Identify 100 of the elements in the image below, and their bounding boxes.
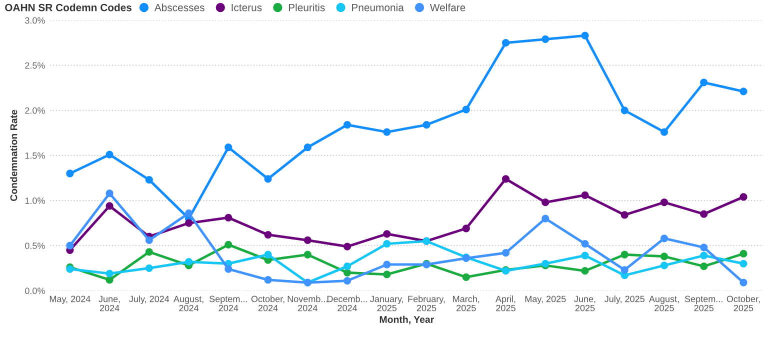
point: [106, 270, 114, 278]
x-tick-label: Decemb... 2024: [327, 296, 368, 312]
x-tick-label: April, 2025: [495, 296, 516, 312]
x-tick-label: Septem... 2024: [210, 296, 247, 312]
point: [660, 128, 668, 136]
point: [740, 278, 748, 286]
point: [106, 276, 114, 284]
point: [343, 242, 352, 250]
point: [740, 193, 748, 201]
point: [502, 38, 510, 47]
y-tick-label: 0.0%: [25, 288, 45, 294]
point: [700, 244, 708, 252]
point: [224, 214, 232, 222]
point: [740, 88, 748, 96]
point: [620, 211, 628, 219]
point: [383, 260, 391, 268]
x-tick-label: May, 2025: [525, 296, 566, 304]
point: [145, 176, 153, 184]
x-tick-label: June, 2024: [98, 296, 120, 312]
point: [581, 32, 589, 40]
point: [462, 224, 470, 232]
point: [620, 106, 628, 114]
point: [542, 198, 550, 206]
point: [66, 242, 74, 250]
point: [700, 262, 708, 270]
point: [264, 230, 272, 239]
x-tick-label: Novemb... 2024: [288, 296, 328, 312]
legend-label: Icterus: [232, 4, 262, 12]
point: [145, 264, 153, 272]
point: [502, 175, 510, 183]
y-tick-label: 1.5%: [25, 152, 45, 159]
y-tick-label: 2.0%: [25, 107, 45, 114]
point: [343, 268, 352, 276]
x-tick-label: August, 2024: [174, 296, 204, 312]
point: [502, 249, 510, 257]
legend-label: Abscesses: [154, 4, 204, 12]
legend-label: Welfare: [430, 4, 466, 12]
point: [184, 219, 193, 227]
point: [106, 150, 114, 158]
point: [264, 250, 272, 258]
point: [700, 210, 708, 218]
point: [740, 260, 748, 268]
x-tick-label: August, 2025: [648, 296, 679, 312]
point: [343, 276, 352, 285]
point: [343, 262, 352, 270]
point: [145, 236, 153, 244]
x-tick-label: October, 2024: [251, 296, 284, 312]
x-tick-label: May, 2024: [50, 296, 90, 304]
point: [581, 252, 589, 260]
point: [581, 240, 589, 248]
point: [184, 209, 193, 217]
point: [542, 214, 550, 222]
point: [581, 191, 589, 199]
point: [462, 106, 470, 114]
y-tick-label: 2.5%: [25, 62, 45, 69]
point: [620, 266, 628, 274]
y-axis-title: Condemnation Rate: [10, 110, 18, 201]
legend-title: OAHN SR Codemn Codes: [5, 4, 132, 12]
x-tick-label: March, 2025: [453, 296, 480, 312]
x-tick-label: July, 2024: [129, 296, 170, 304]
point: [343, 121, 352, 129]
x-tick-label: October, 2025: [726, 296, 760, 312]
point: [581, 267, 589, 275]
point: [462, 273, 470, 281]
point: [542, 35, 550, 44]
point: [304, 144, 312, 152]
x-tick-label: February, 2025: [408, 296, 445, 312]
x-axis-title: Month, Year: [380, 316, 434, 324]
legend-label: Pleuritis: [288, 4, 325, 12]
point: [145, 248, 153, 256]
point: [383, 240, 391, 248]
legend-label: Pneumonia: [352, 4, 404, 12]
point: [383, 270, 391, 278]
point: [383, 128, 391, 136]
point: [700, 78, 708, 86]
point: [304, 236, 312, 244]
point: [224, 265, 232, 273]
point: [264, 276, 272, 284]
point: [304, 250, 312, 258]
point: [224, 144, 232, 152]
y-tick-label: 3.0%: [25, 17, 45, 24]
point: [660, 262, 668, 270]
x-tick-label: January, 2025: [370, 296, 404, 312]
y-tick-label: 1.0%: [25, 198, 45, 204]
point: [106, 202, 114, 210]
point: [383, 230, 391, 238]
point: [660, 252, 668, 260]
point: [66, 170, 74, 178]
point: [106, 190, 114, 198]
x-tick-label: Septem... 2025: [684, 296, 722, 312]
point: [620, 250, 628, 258]
point: [740, 250, 748, 258]
point: [660, 198, 668, 206]
point: [184, 258, 193, 266]
point: [422, 121, 430, 129]
point: [700, 252, 708, 260]
point: [264, 175, 272, 183]
point: [224, 240, 232, 249]
x-tick-label: July, 2025: [604, 296, 644, 304]
point: [660, 234, 668, 242]
